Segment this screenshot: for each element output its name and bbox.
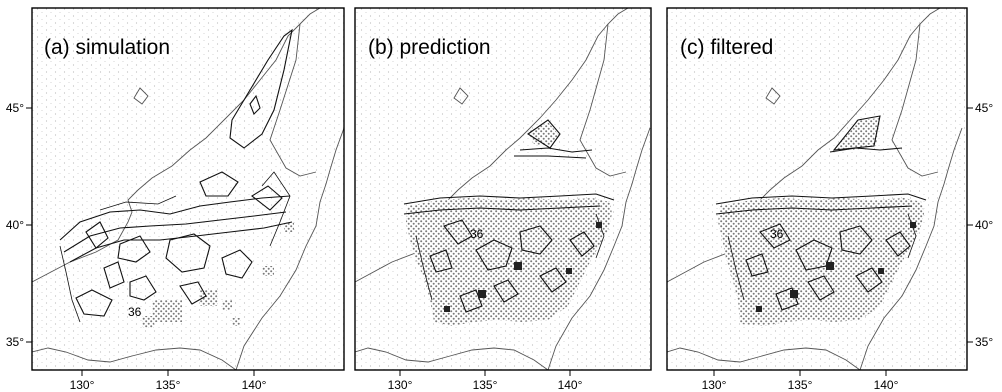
dark-cells [444,222,602,312]
y-tick-label: 35° [975,335,993,349]
x-tick-label: 130° [702,378,727,392]
panel-filtered: 36 (c) filtered 130° 135° 140° 45° 40° 3… [666,7,993,392]
x-tick-label: 140° [874,378,899,392]
x-tick-label: 135° [788,378,813,392]
panel-prediction: 36 (b) prediction 130° 135° 140° [354,7,652,392]
contour-lines [403,119,615,313]
panel-frame [666,7,968,371]
x-tick-label: 130° [388,378,413,392]
x-tick-label: 140° [558,378,583,392]
panel-title: (c) filtered [680,36,773,59]
panel-title: (b) prediction [368,36,491,59]
y-tick-label: 40° [6,218,24,232]
contour-lines [715,115,927,311]
panel-title: (a) simulation [44,36,170,59]
contour-label: 36 [128,305,142,319]
x-tick-label: 130° [70,378,95,392]
contour-lines [59,28,293,323]
x-tick-label: 135° [473,378,498,392]
y-tick-label: 45° [6,101,24,115]
panel-frame [31,7,345,371]
contour-label: 36 [770,227,784,241]
shaded-cells [718,118,924,326]
panel-frame [354,7,652,371]
panel-simulation: 36 (a) simulation 130° 135° 140° 45° 40°… [6,7,345,392]
x-tick-label: 135° [156,378,181,392]
shaded-cells [142,222,294,328]
dark-cells [756,222,916,312]
y-tick-label: 45° [975,101,993,115]
contour-label: 36 [470,227,484,241]
y-tick-label: 40° [975,218,993,232]
y-tick-label: 35° [6,335,24,349]
x-tick-label: 140° [242,378,267,392]
coastline [32,8,344,370]
